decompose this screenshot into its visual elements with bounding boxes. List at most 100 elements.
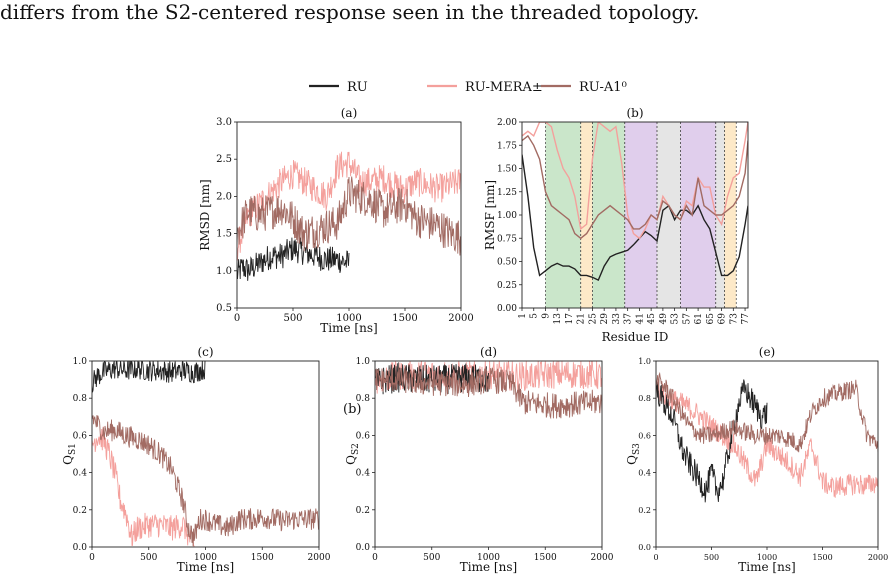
x-tick-label: 1500 <box>534 553 557 563</box>
y-tick-label: 1.75 <box>497 141 517 151</box>
x-tick-label: 1000 <box>336 313 361 324</box>
series-line <box>656 371 878 453</box>
x-tick-label: 2000 <box>868 553 888 562</box>
y-tick-label: 1.0 <box>638 357 651 366</box>
x-axis-label: Time [ns] <box>738 560 795 574</box>
series-line <box>237 151 461 261</box>
y-tick-label: 0.8 <box>638 394 651 403</box>
x-tick-label: 49 <box>659 313 669 325</box>
legend-label: RU <box>347 80 368 95</box>
y-axis-label: QS3 <box>625 443 642 465</box>
x-axis-label: Time [ns] <box>460 560 517 574</box>
chart-panel-b: 1 5 9 13 17 21 25 29 33 37 41 45 49 53 57 61 65 69 73 77 0.0… <box>483 106 751 344</box>
panel-label: (a) <box>341 106 358 120</box>
y-tick-label: 0.4 <box>73 469 88 479</box>
y-tick-label: 0.8 <box>73 394 88 404</box>
y-tick-label: 0.4 <box>356 469 371 479</box>
chart-panel-d: 0 500 1000 1500 2000 0.0 0.2 0.4 0.6 0.8 1.0 (d) Tim… <box>344 345 614 574</box>
y-tick-label: 2.00 <box>497 118 517 128</box>
panel-label: (c) <box>197 345 213 359</box>
x-tick-label: 1 <box>518 313 528 319</box>
y-tick-label: 1.25 <box>497 188 517 198</box>
x-tick-label: 17 <box>565 313 575 325</box>
x-tick-label: 57 <box>682 313 692 325</box>
y-tick-label: 2.0 <box>216 191 232 202</box>
y-tick-label: 0.2 <box>73 506 87 516</box>
series-line <box>522 154 748 282</box>
y-tick-label: 0.6 <box>73 431 88 441</box>
x-tick-label: 1000 <box>757 553 777 562</box>
chart-panel-a: 0 500 1000 1500 2000 0.5 1.0 1.5 2.0 2.5 3.0 (a) Tim… <box>198 106 474 335</box>
x-tick-label: 73 <box>729 313 739 325</box>
panel-label: (d) <box>480 345 497 359</box>
series-line <box>92 361 206 393</box>
x-tick-label: 1500 <box>812 553 832 562</box>
y-axis-label: QS1 <box>61 443 78 465</box>
x-tick-label: 500 <box>283 313 302 324</box>
x-tick-label: 0 <box>653 553 658 562</box>
y-tick-label: 1.00 <box>497 211 517 221</box>
x-tick-label: 1000 <box>477 553 500 563</box>
y-tick-label: 0.8 <box>356 394 371 404</box>
series-line <box>92 415 319 547</box>
y-tick-label: 0.50 <box>497 258 517 268</box>
y-tick-label: 0.00 <box>497 304 517 314</box>
region-band <box>724 122 737 308</box>
panel-label: (e) <box>759 345 775 359</box>
y-tick-label: 1.0 <box>356 357 371 367</box>
x-tick-label: 2000 <box>448 313 473 324</box>
caption-text: differs from the S2-centered response se… <box>0 0 700 24</box>
stray-panel-label: (b) <box>343 402 361 417</box>
x-axis-label: Time [ns] <box>320 321 377 335</box>
x-tick-label: 0 <box>372 553 378 563</box>
y-axis-label: QS2 <box>344 443 361 465</box>
y-tick-label: 0.75 <box>497 234 517 244</box>
series-line <box>656 379 768 503</box>
y-tick-label: 1.50 <box>497 165 517 175</box>
series-line <box>522 134 748 240</box>
region-band <box>657 122 681 308</box>
x-tick-label: 13 <box>553 313 563 325</box>
series-line <box>656 380 878 498</box>
y-tick-label: 1.0 <box>73 357 88 367</box>
x-tick-label: 9 <box>541 313 551 319</box>
y-tick-label: 1.5 <box>216 229 232 240</box>
y-tick-label: 0.0 <box>638 543 651 552</box>
region-band <box>580 122 593 308</box>
series-line <box>237 176 461 256</box>
y-tick-label: 0.0 <box>356 543 371 553</box>
legend-item: RU-MERA± <box>427 80 543 95</box>
x-tick-label: 5 <box>530 313 540 319</box>
x-tick-label: 2000 <box>308 553 331 563</box>
y-axis-label: RMSD [nm] <box>198 179 212 250</box>
y-tick-label: 0.2 <box>356 506 370 516</box>
series-line <box>375 367 602 420</box>
y-tick-label: 1.0 <box>216 266 232 277</box>
x-tick-label: 77 <box>741 313 751 325</box>
x-tick-label: 500 <box>423 553 440 563</box>
series-line <box>522 122 748 240</box>
x-tick-label: 69 <box>718 313 728 325</box>
y-tick-label: 0.6 <box>638 431 651 440</box>
x-tick-label: 65 <box>706 313 716 325</box>
x-tick-label: 37 <box>624 313 634 325</box>
series-line <box>92 426 195 547</box>
y-tick-label: 0.6 <box>356 431 371 441</box>
legend-label: RU-MERA± <box>465 80 543 95</box>
y-axis-label: RMSF [nm] <box>483 180 497 250</box>
region-band <box>680 122 716 308</box>
series-line <box>237 237 350 281</box>
x-tick-label: 0 <box>89 553 95 563</box>
x-tick-label: 0 <box>234 313 240 324</box>
x-axis-label: Time [ns] <box>177 560 234 574</box>
y-tick-label: 0.4 <box>638 469 651 478</box>
x-tick-label: 61 <box>694 313 704 324</box>
x-tick-label: 25 <box>588 313 598 325</box>
y-tick-label: 0.0 <box>73 543 88 553</box>
x-tick-label: 500 <box>704 553 719 562</box>
x-axis-label: Residue ID <box>602 330 669 344</box>
panels: 0 500 1000 1500 20000.51.01.52.02.53.0(a)Tim… <box>61 106 888 574</box>
legend: RU RU-MERA± RU-A1⁰ <box>309 80 627 95</box>
x-tick-label: 500 <box>140 553 157 563</box>
